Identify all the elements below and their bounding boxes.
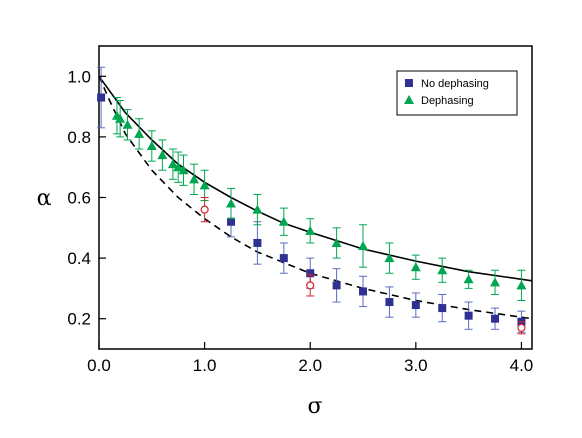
no-dephasing-point — [438, 293, 447, 323]
legend-marker — [404, 95, 414, 104]
no-dephasing-marker — [464, 311, 473, 320]
reference-marker — [517, 323, 526, 332]
dephasing-point — [490, 269, 501, 295]
data-markers — [97, 66, 527, 335]
legend-box — [396, 70, 518, 116]
no-dephasing-marker — [359, 287, 368, 296]
dephasing-marker — [167, 159, 178, 169]
dephasing-point — [157, 139, 168, 171]
dephasing-marker — [226, 198, 237, 208]
dephasing-point — [134, 118, 145, 150]
x-axis-title: σ — [307, 394, 322, 419]
no-dephasing-marker — [491, 314, 500, 323]
y-tick-label: 0.2 — [67, 310, 91, 329]
x-tick-label: 1.0 — [193, 356, 217, 375]
dephasing-point — [178, 154, 189, 186]
dephasing-point — [384, 242, 395, 274]
y-axis-title: α — [37, 186, 52, 211]
dephasing-marker — [410, 262, 421, 272]
dephasing-point — [516, 269, 527, 302]
legend-label: Dephasing — [421, 95, 474, 107]
dephasing-marker — [384, 253, 395, 263]
no-dephasing-point — [411, 292, 420, 318]
dephasing-marker — [437, 265, 448, 275]
no-dephasing-marker — [306, 269, 315, 278]
no-dephasing-point — [359, 275, 368, 308]
dephasing-point — [252, 193, 263, 226]
dephasing-marker — [516, 280, 527, 290]
y-tick-label: 0.8 — [67, 128, 91, 147]
x-tick-label: 0.0 — [87, 356, 111, 375]
dephasing-point — [115, 100, 126, 138]
x-tick-label: 3.0 — [404, 356, 428, 375]
x-tick-label: 4.0 — [510, 356, 534, 375]
legend-marker — [405, 79, 413, 87]
dephasing-point — [226, 187, 237, 220]
no-dephasing-marker — [332, 281, 341, 290]
dephasing-marker — [173, 162, 184, 172]
legend-label: No dephasing — [421, 78, 489, 90]
dephasing-point — [173, 151, 184, 183]
dephasing-marker — [278, 216, 289, 226]
no-dephasing-point — [491, 307, 500, 330]
dephasing-point — [410, 254, 421, 280]
reference-point — [306, 274, 315, 297]
no-dephasing-point — [97, 66, 106, 129]
x-tick-label: 2.0 — [298, 356, 322, 375]
dephasing-point — [189, 163, 200, 195]
dephasing-point — [305, 218, 316, 244]
dephasing-marker — [115, 113, 126, 123]
dephasing-point — [278, 207, 289, 236]
axes: 0.0 1.0 2.0 3.0 4.0 0.2 0.4 0.6 0.8 1.0 — [67, 67, 533, 375]
no-dephasing-point — [385, 286, 394, 318]
no-dephasing-point — [279, 242, 288, 274]
dephasing-point — [122, 109, 133, 141]
no-dephasing-marker — [253, 238, 262, 247]
dephasing-marker — [157, 150, 168, 160]
reference-marker — [200, 205, 209, 214]
no-dephasing-marker — [279, 254, 288, 263]
no-dephasing-point — [253, 221, 262, 265]
dephasing-marker — [463, 274, 474, 284]
dephasing-marker — [305, 225, 316, 235]
no-dephasing-marker — [227, 217, 236, 226]
dephasing-point — [437, 257, 448, 283]
no-dephasing-point — [464, 301, 473, 330]
dephasing-marker — [358, 240, 369, 250]
dephasing-point — [167, 148, 178, 180]
dephasing-point — [199, 169, 210, 202]
dephasing-point — [463, 269, 474, 289]
dephasing-marker — [252, 204, 263, 214]
no-dephasing-marker — [438, 304, 447, 313]
no-dephasing-marker — [411, 301, 420, 310]
dephasing-marker — [199, 180, 210, 190]
dephasing-point — [358, 224, 369, 268]
dephasing-marker — [134, 128, 145, 138]
reference-point — [200, 197, 209, 223]
y-tick-label: 0.4 — [67, 249, 91, 268]
dephasing-marker — [189, 174, 200, 184]
dephasing-marker — [146, 140, 157, 150]
dephasing-marker — [178, 165, 189, 175]
no-dephasing-marker — [385, 298, 394, 307]
dephasing-marker — [331, 237, 342, 247]
dephasing-marker — [122, 119, 133, 129]
dephasing-marker — [490, 277, 501, 287]
no-dephasing-marker — [97, 93, 106, 102]
reference-point — [517, 321, 526, 335]
y-tick-label: 1.0 — [67, 67, 91, 86]
dephasing-point — [146, 130, 157, 162]
reference-marker — [306, 281, 315, 290]
legend: No dephasing Dephasing — [396, 70, 518, 116]
dephasing-point — [331, 227, 342, 259]
y-tick-label: 0.6 — [67, 189, 91, 208]
no-dephasing-point — [332, 268, 341, 303]
